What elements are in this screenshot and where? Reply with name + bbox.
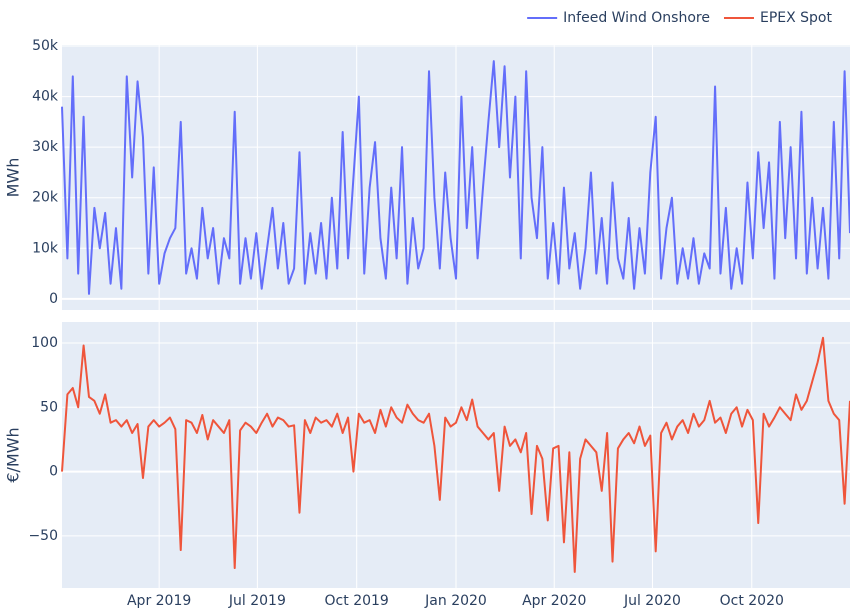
y-tick-label: 50k [32,38,59,54]
y-axis-title: €/MWh [4,427,23,482]
y-tick-label: 50 [40,399,58,415]
legend-label: Infeed Wind Onshore [563,10,710,26]
x-tick-label: Apr 2020 [522,593,586,608]
y-tick-label: 10k [32,240,59,256]
x-tick-label: Jan 2020 [424,593,487,608]
y-axis-title: MWh [4,158,23,198]
y-tick-label: −50 [28,528,58,544]
x-tick-label: Jul 2019 [228,593,286,608]
legend-label: EPEX Spot [760,10,833,26]
y-tick-label: 0 [49,464,58,480]
x-tick-label: Oct 2020 [720,593,784,608]
y-tick-label: 0 [49,291,58,307]
y-tick-label: 30k [32,139,59,155]
y-tick-label: 20k [32,190,59,206]
x-tick-label: Jul 2020 [623,593,681,608]
x-tick-label: Oct 2019 [325,593,389,608]
data-line [61,336,850,573]
y-tick-label: 100 [31,335,58,351]
y-tick-label: 40k [32,89,59,105]
legend: Infeed Wind Onshore EPEX Spot [527,10,832,26]
data-line [61,60,850,295]
x-tick-label: Apr 2019 [127,593,191,608]
